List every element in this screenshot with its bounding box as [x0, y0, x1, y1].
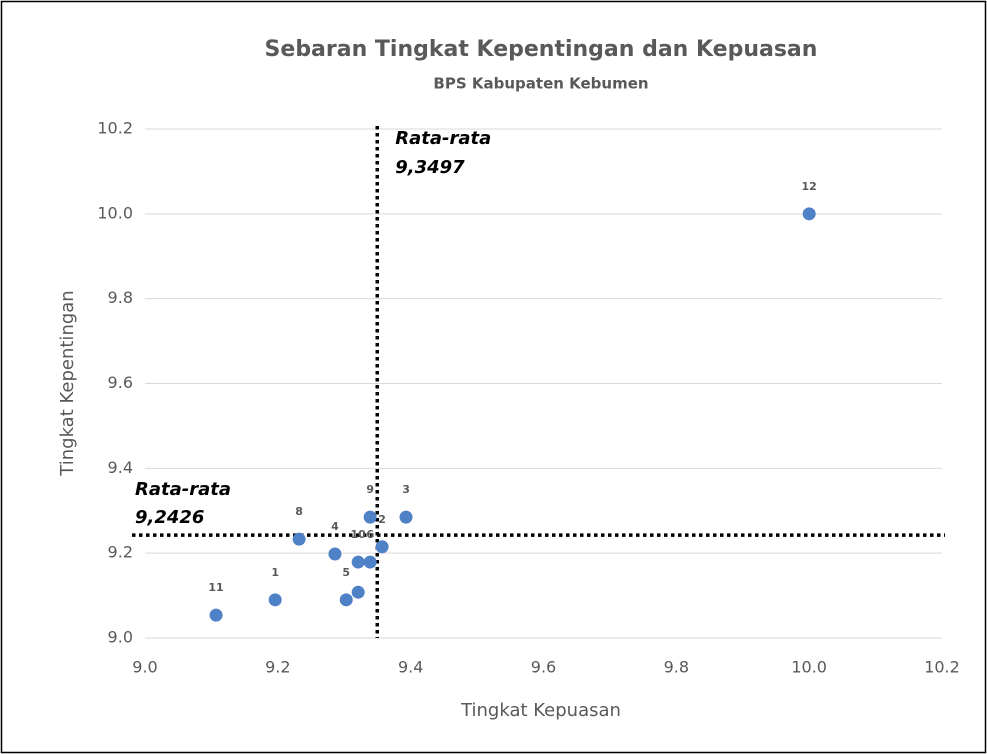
average-label: 9,2426	[135, 507, 204, 528]
y-tick-label: 9.2	[108, 543, 133, 562]
point-label: 5	[342, 566, 350, 579]
y-tick-label: 10.2	[97, 119, 133, 138]
point-label: 4	[331, 520, 339, 533]
point	[802, 207, 816, 221]
average-title: Rata-rata	[395, 128, 491, 149]
point	[363, 510, 377, 524]
point-label: 12	[802, 180, 817, 193]
point	[351, 585, 365, 599]
y-tick-label: 9.6	[108, 373, 133, 392]
x-tick-label: 9.4	[398, 658, 423, 677]
x-axis-title: Tingkat Kepuasan	[460, 700, 621, 721]
point-label: 9	[366, 483, 374, 496]
average-title: Rata-rata	[135, 479, 231, 500]
x-tick-label: 9.8	[664, 658, 689, 677]
point-label: 8	[295, 505, 303, 518]
point-label: 6	[366, 528, 374, 541]
point-label: 10	[351, 528, 367, 541]
x-tick-label: 9.2	[265, 658, 290, 677]
x-tick-label: 10.2	[924, 658, 960, 677]
point	[399, 510, 413, 524]
y-tick-label: 9.0	[108, 628, 133, 647]
y-tick-label: 9.4	[108, 458, 133, 477]
chart-subtitle: BPS Kabupaten Kebumen	[433, 75, 648, 93]
point	[375, 540, 389, 554]
point	[351, 555, 365, 569]
point-label: 1	[271, 566, 279, 579]
point-label: 2	[378, 513, 386, 526]
x-tick-label: 9.0	[132, 658, 157, 677]
average-label: 9,3497	[395, 157, 465, 178]
point	[339, 593, 353, 607]
point-label: 11	[208, 581, 223, 594]
point	[292, 532, 306, 546]
x-tick-label: 10.0	[791, 658, 827, 677]
x-tick-label: 9.6	[531, 658, 556, 677]
point	[328, 547, 342, 561]
point	[363, 555, 377, 569]
y-axis-title: Tingkat Kepentingan	[57, 290, 78, 476]
point	[268, 593, 282, 607]
point-label: 3	[402, 483, 410, 496]
y-tick-label: 10.0	[97, 203, 133, 222]
point	[209, 608, 223, 622]
chart-title: Sebaran Tingkat Kepentingan dan Kepuasan	[265, 37, 818, 62]
y-tick-label: 9.8	[108, 288, 133, 307]
